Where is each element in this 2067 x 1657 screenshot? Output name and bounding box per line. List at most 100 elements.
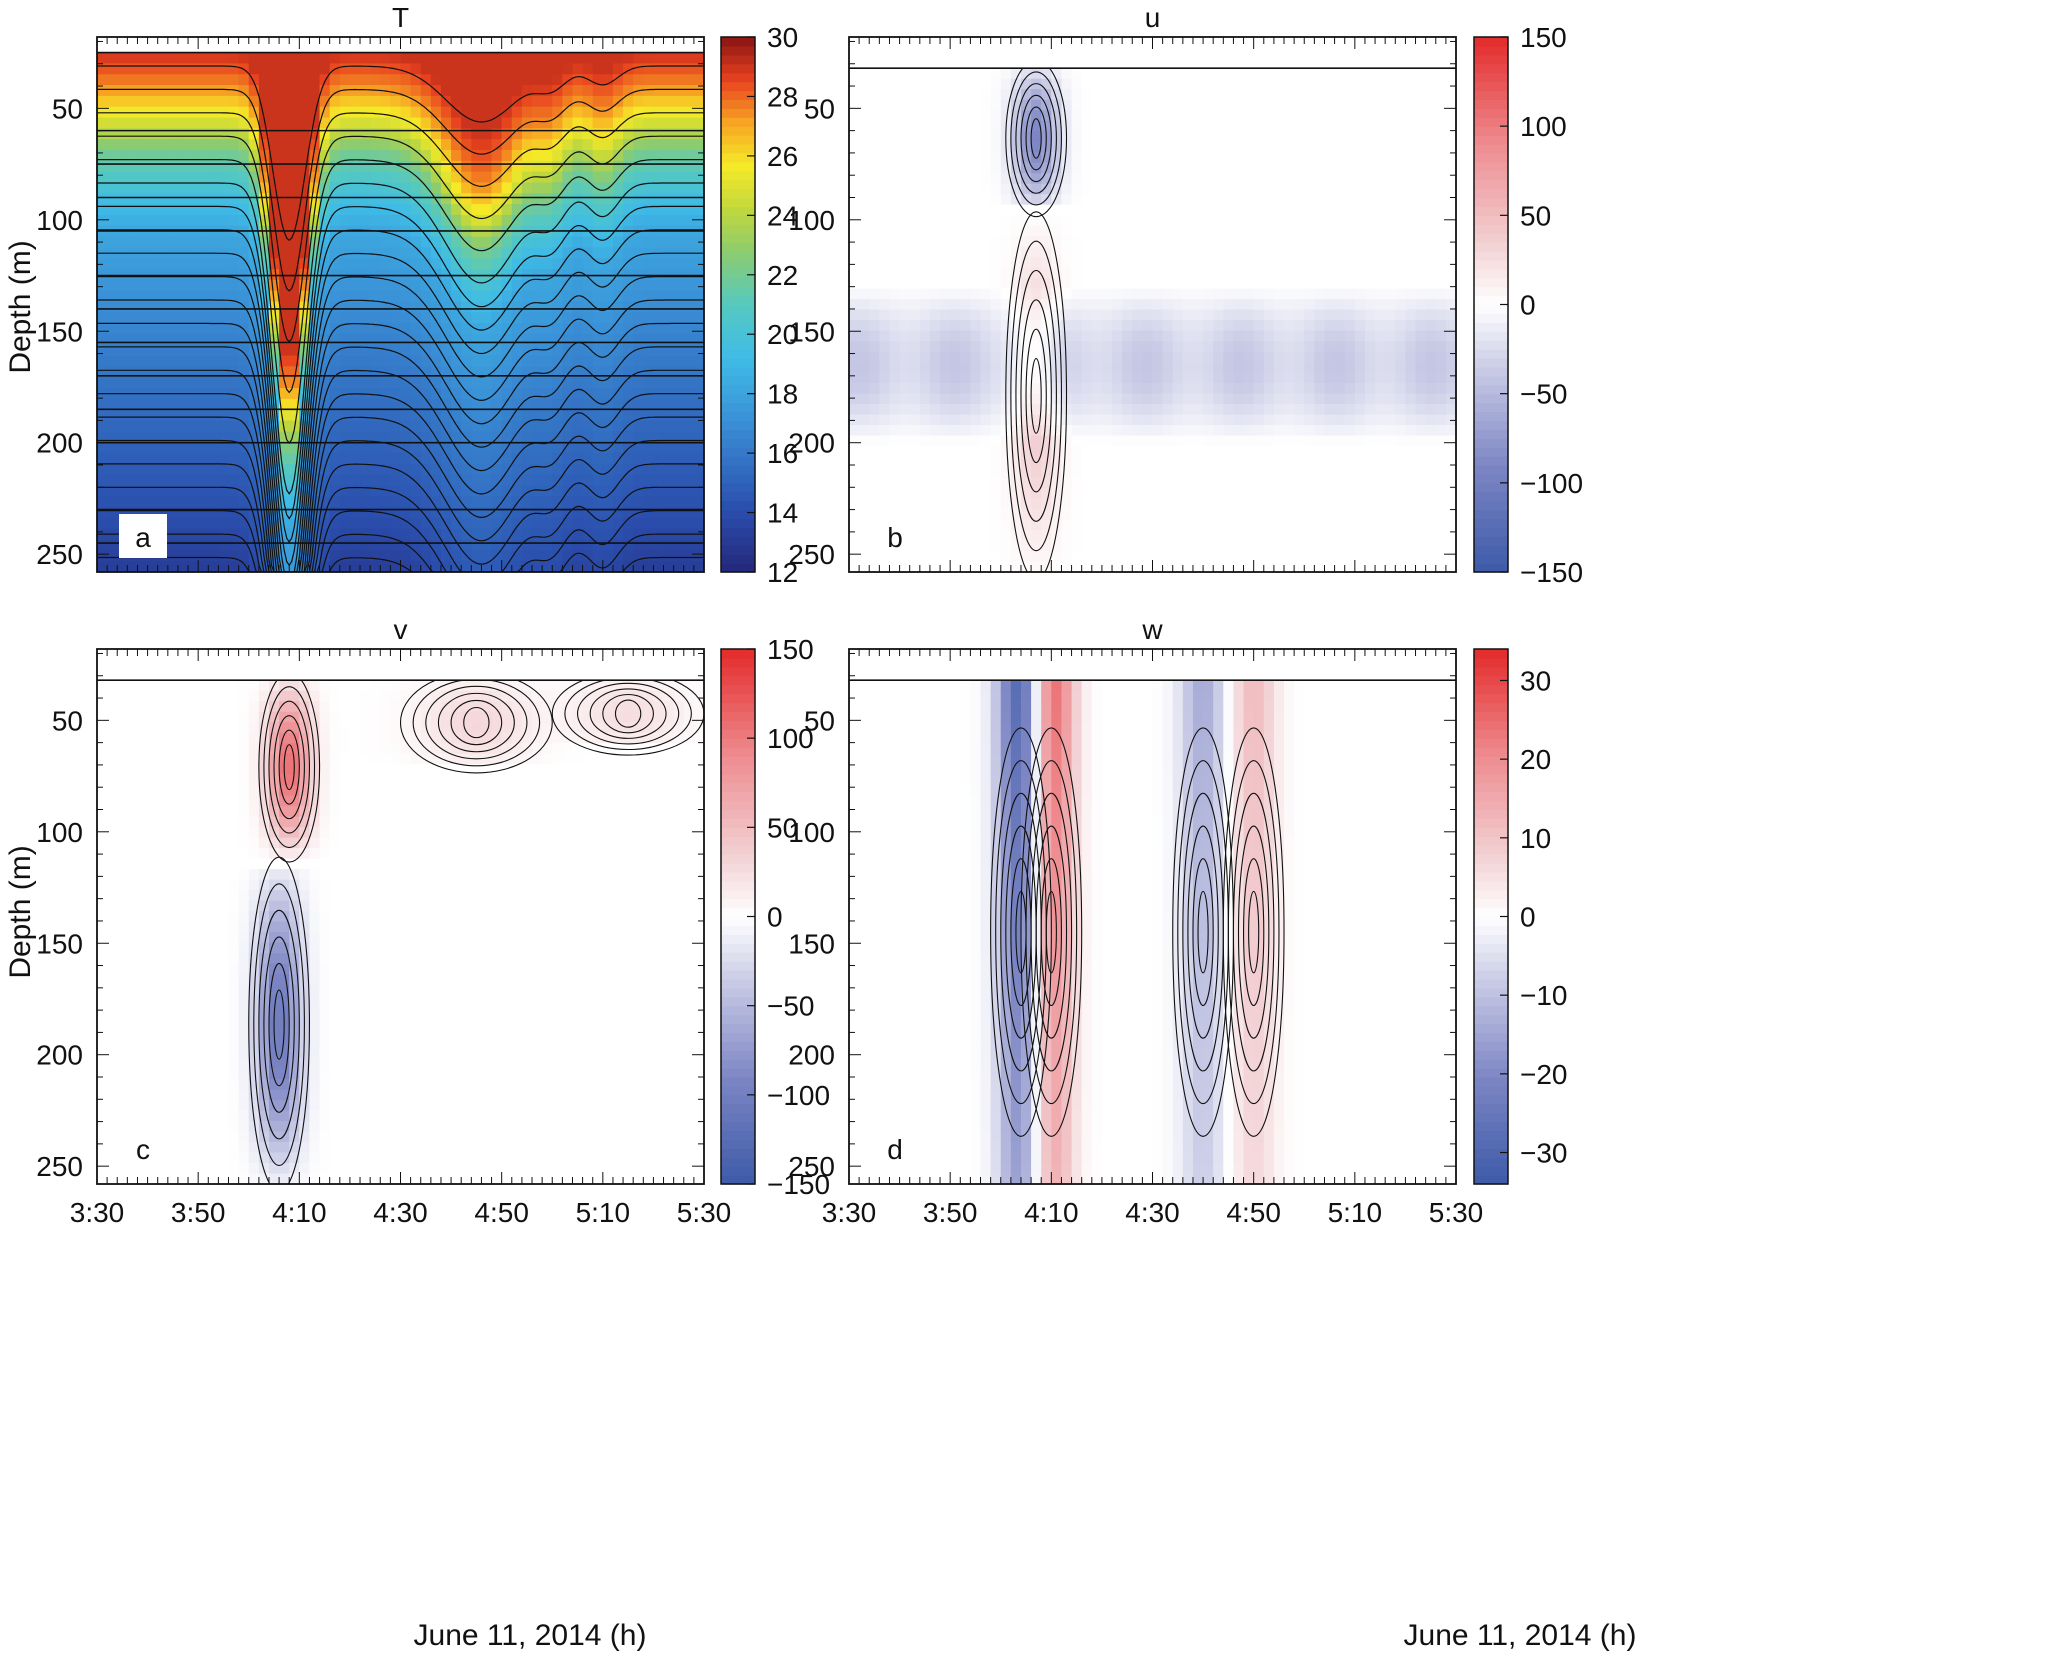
heatmap-cell	[1122, 89, 1134, 101]
heatmap-cell	[582, 398, 594, 411]
heatmap-cell	[1101, 89, 1113, 101]
heatmap-cell	[919, 509, 931, 521]
heatmap-cell	[960, 414, 972, 426]
heatmap-cell	[1071, 309, 1083, 321]
heatmap-cell	[97, 442, 108, 454]
heatmap-cell	[157, 398, 169, 411]
heatmap-cell	[950, 278, 962, 290]
heatmap-cell	[461, 323, 473, 335]
heatmap-cell	[663, 333, 675, 346]
heatmap-cell	[1020, 225, 1032, 237]
heatmap-cell	[329, 420, 341, 433]
heatmap-cell	[157, 74, 169, 86]
heatmap-cell	[683, 95, 695, 108]
heatmap-cell	[198, 431, 210, 443]
heatmap-cell	[390, 377, 402, 389]
heatmap-cell	[329, 214, 341, 227]
heatmap-cell	[1223, 341, 1235, 353]
heatmap-cell	[167, 279, 179, 292]
heatmap-cell	[1041, 404, 1053, 416]
heatmap-cell	[1223, 278, 1235, 290]
heatmap-cell	[390, 149, 402, 162]
heatmap-cell	[127, 85, 139, 97]
heatmap-cell	[309, 63, 321, 76]
heatmap-cell	[1162, 446, 1174, 458]
heatmap-cell	[127, 95, 139, 108]
heatmap-cell	[653, 128, 665, 140]
heatmap-cell	[1091, 519, 1103, 531]
heatmap-cell	[117, 290, 129, 303]
heatmap-cell	[859, 372, 871, 384]
heatmap-cell	[309, 214, 321, 227]
heatmap-cell	[980, 173, 992, 185]
heatmap-cell	[218, 409, 230, 422]
heatmap-cell	[683, 160, 695, 173]
heatmap-cell	[1152, 278, 1164, 290]
heatmap-cell	[1020, 183, 1032, 195]
heatmap-cell	[602, 63, 614, 76]
heatmap-cell	[1041, 120, 1053, 132]
heatmap-cell	[562, 550, 574, 562]
heatmap-cell	[400, 182, 412, 195]
heatmap-cell	[1071, 530, 1083, 542]
heatmap-cell	[501, 290, 513, 303]
heatmap-cell	[400, 214, 412, 227]
heatmap-cell	[370, 214, 382, 227]
heatmap-cell	[1142, 309, 1154, 321]
heatmap-cell	[859, 78, 871, 90]
heatmap-cell	[349, 452, 361, 465]
heatmap-cell	[451, 474, 462, 487]
heatmap-cell	[562, 312, 574, 324]
heatmap-cell	[1020, 78, 1032, 90]
heatmap-cell	[909, 467, 921, 479]
heatmap-cell	[643, 95, 655, 108]
heatmap-cell	[1162, 456, 1174, 468]
heatmap-cell	[1192, 393, 1204, 405]
heatmap-cell	[238, 442, 250, 454]
heatmap-cell	[521, 160, 533, 173]
heatmap-cell	[582, 312, 594, 324]
heatmap-cell	[511, 290, 523, 303]
heatmap-cell	[889, 236, 901, 248]
heatmap-cell	[542, 182, 554, 195]
heatmap-cell	[370, 355, 382, 368]
heatmap-cell	[919, 78, 931, 90]
heatmap-cell	[1162, 89, 1174, 101]
heatmap-cell	[1061, 309, 1073, 321]
heatmap-cell	[919, 110, 931, 122]
heatmap-cell	[673, 171, 685, 184]
heatmap-cell	[258, 117, 270, 130]
heatmap-cell	[521, 139, 533, 151]
heatmap-cell	[859, 236, 871, 248]
heatmap-cell	[177, 117, 189, 130]
heatmap-cell	[97, 323, 108, 335]
heatmap-cell	[1142, 141, 1154, 153]
heatmap-cell	[532, 160, 543, 173]
heatmap-cell	[107, 236, 119, 249]
heatmap-cell	[849, 110, 860, 122]
heatmap-cell	[623, 290, 634, 303]
heatmap-cell	[990, 467, 1002, 479]
heatmap-cell	[471, 344, 483, 357]
heatmap-cell	[319, 182, 331, 195]
heatmap-cell	[980, 152, 992, 164]
heatmap-cell	[1162, 540, 1174, 552]
heatmap-cell	[1182, 561, 1194, 572]
heatmap-cell	[602, 312, 614, 324]
heatmap-cell	[849, 278, 860, 290]
heatmap-cell	[319, 474, 331, 487]
heatmap-cell	[950, 309, 962, 321]
heatmap-cell	[552, 149, 564, 162]
heatmap-cell	[420, 409, 432, 422]
heatmap-cell	[542, 128, 554, 140]
heatmap-cell	[663, 182, 675, 195]
heatmap-cell	[1081, 488, 1093, 500]
heatmap-cell	[360, 474, 371, 487]
heatmap-cell	[279, 214, 291, 227]
heatmap-cell	[1041, 330, 1053, 342]
heatmap-cell	[532, 485, 543, 498]
heatmap-cell	[279, 128, 291, 140]
heatmap-cell	[279, 106, 291, 119]
heatmap-cell	[1122, 68, 1134, 80]
